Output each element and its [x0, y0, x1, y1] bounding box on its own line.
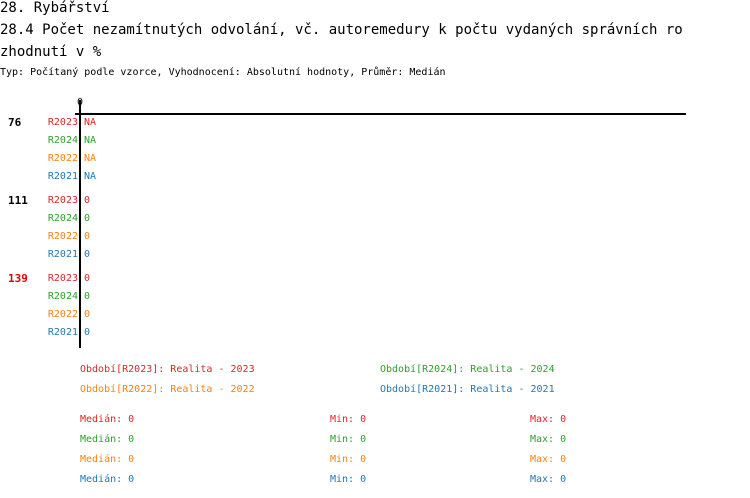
bar-value-label: NA [84, 153, 97, 164]
series-label: R2023 [47, 273, 78, 284]
bar-value-label: NA [84, 135, 97, 146]
bar-value-label: 0 [84, 249, 91, 260]
bar-value-label: 0 [84, 213, 91, 224]
bar-value-label: 0 [84, 231, 91, 242]
stat-min: Min: 0 [330, 454, 367, 465]
stat-min: Min: 0 [330, 414, 367, 425]
stat-max: Max: 0 [530, 454, 567, 465]
series-label: R2022 [47, 153, 78, 164]
stat-median: Medián: 0 [80, 414, 135, 425]
stat-max: Max: 0 [530, 474, 567, 485]
chart-title-line2: zhodnutí v % [0, 44, 102, 60]
y-axis-line [79, 100, 81, 348]
section-title: 28. Rybářství [0, 0, 110, 16]
legend-item: Období[R2024]: Realita - 2024 [380, 364, 555, 375]
bar-value-label: NA [84, 117, 97, 128]
series-label: R2024 [47, 213, 78, 224]
series-label: R2021 [47, 171, 78, 182]
legend-item: Období[R2023]: Realita - 2023 [80, 364, 255, 375]
stat-min: Min: 0 [330, 434, 367, 445]
series-label: R2023 [47, 195, 78, 206]
group-label: 139 [8, 272, 28, 285]
series-label: R2022 [47, 231, 78, 242]
series-label: R2024 [47, 135, 78, 146]
bar-value-label: 0 [84, 195, 91, 206]
x-axis-line [75, 113, 686, 115]
series-label: R2021 [47, 249, 78, 260]
stat-max: Max: 0 [530, 434, 567, 445]
bar-value-label: NA [84, 171, 97, 182]
bar-value-label: 0 [84, 327, 91, 338]
stat-median: Medián: 0 [80, 454, 135, 465]
series-label: R2024 [47, 291, 78, 302]
chart-subtitle: Typ: Počítaný podle vzorce, Vyhodnocení:… [0, 67, 446, 78]
series-label: R2021 [47, 327, 78, 338]
legend-item: Období[R2021]: Realita - 2021 [380, 384, 555, 395]
bar-value-label: 0 [84, 291, 91, 302]
stat-min: Min: 0 [330, 474, 367, 485]
bar-value-label: 0 [84, 309, 91, 320]
group-label: 111 [8, 194, 28, 207]
stat-max: Max: 0 [530, 414, 567, 425]
stat-median: Medián: 0 [80, 434, 135, 445]
chart-title-line1: 28.4 Počet nezamítnutých odvolání, vč. a… [0, 22, 683, 38]
group-label: 76 [8, 116, 22, 129]
series-label: R2022 [47, 309, 78, 320]
series-label: R2023 [47, 117, 78, 128]
bar-value-label: 0 [84, 273, 91, 284]
legend-item: Období[R2022]: Realita - 2022 [80, 384, 255, 395]
stat-median: Medián: 0 [80, 474, 135, 485]
